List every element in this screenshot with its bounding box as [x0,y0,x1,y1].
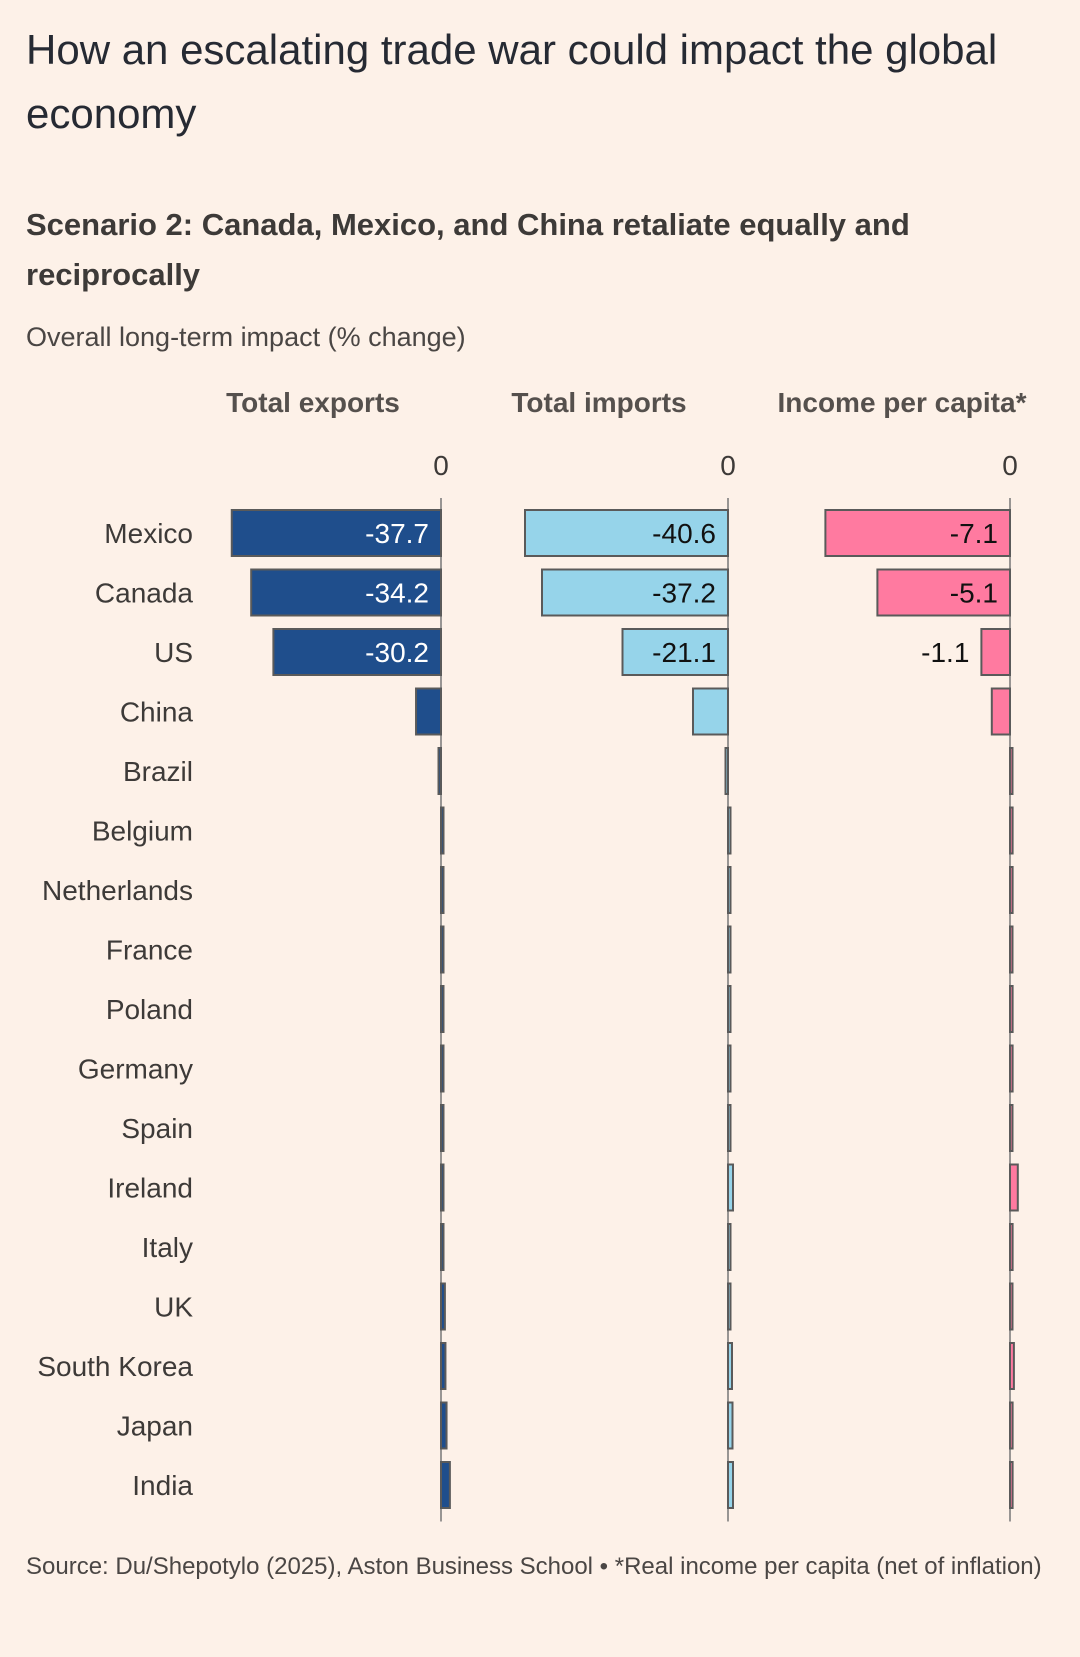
zero-tick-label: 0 [433,450,449,481]
bar [727,1044,732,1093]
bar [1009,1163,1019,1212]
bar [727,985,732,1033]
chart-title: How an escalating trade war could impact… [26,26,998,137]
bar [621,628,729,676]
bar [727,1282,732,1331]
source-note: Source: Du/Shepotylo (2025), Aston Busin… [26,1553,1042,1580]
category-label: Canada [95,578,194,609]
bar [415,687,442,736]
bar [1009,866,1014,914]
bar [727,1163,734,1212]
bar [1009,1104,1014,1152]
bar [437,747,442,795]
category-label: Poland [106,994,193,1025]
series-header: Total imports [511,387,686,418]
bar [272,628,443,676]
data-label: -21.1 [652,637,716,668]
data-label: -34.2 [365,578,429,609]
category-label: Netherlands [42,875,193,906]
category-label: South Korea [37,1351,193,1382]
bar [440,866,445,914]
category-label: Brazil [123,756,193,787]
bar [440,985,445,1033]
bar [440,1044,445,1093]
data-label: -40.6 [652,518,716,549]
category-label: Belgium [92,816,193,847]
unit-label: Overall long-term impact (% change) [26,322,466,352]
category-label: China [120,697,194,728]
bar [440,1104,445,1152]
bar [724,747,729,795]
bar [1009,1044,1014,1093]
bar [440,806,445,855]
bar [727,1401,734,1450]
bar [440,1282,446,1331]
bar-chart: Mexico Canada US China Brazil Belgium Netherla… [37,387,1027,1522]
bar [727,1223,732,1271]
zero-tick-label: 0 [720,450,736,481]
bar [692,687,729,736]
category-label: US [154,637,193,668]
bar [440,1401,448,1450]
bar [876,568,1012,617]
bar [440,1342,447,1390]
category-label: Italy [142,1232,193,1263]
data-label: -5.1 [950,578,998,609]
bar [1009,1342,1015,1390]
data-label: -37.7 [365,518,429,549]
bar [440,925,445,974]
bar [980,628,1012,676]
bar [1009,747,1014,795]
category-label: Germany [78,1054,193,1085]
data-label: -30.2 [365,637,429,668]
bar [440,1163,445,1212]
series-header: Income per capita* [778,387,1027,418]
bar [1009,925,1014,974]
bar [250,568,442,617]
bar [1009,1461,1014,1509]
bar [727,925,732,974]
category-label: Ireland [107,1173,193,1204]
category-label: Spain [121,1113,193,1144]
bar [1009,1282,1014,1331]
category-label: France [106,935,193,966]
data-label: -1.1 [921,637,969,668]
bar [824,509,1012,557]
zero-tick-label: 0 [1002,450,1018,481]
data-label: -7.1 [950,518,998,549]
bar [727,1342,733,1390]
bar [541,568,729,617]
bar [727,1104,732,1152]
bar [1009,806,1014,855]
chart-subtitle: Scenario 2: Canada, Mexico, and China re… [26,207,910,292]
bar [440,1461,451,1509]
bar [990,687,1011,736]
category-label: Mexico [104,518,193,549]
bar [230,509,442,557]
bar [1009,985,1014,1033]
bar [727,806,732,855]
data-label: -37.2 [652,578,716,609]
bar [440,1223,445,1271]
bar [1009,1401,1014,1450]
bar [524,509,729,557]
category-label: India [132,1470,193,1501]
series-header: Total exports [226,387,400,418]
bar [727,866,732,914]
category-label: UK [154,1292,193,1323]
category-label: Japan [117,1411,193,1442]
bar [1009,1223,1014,1271]
bar [727,1461,734,1509]
